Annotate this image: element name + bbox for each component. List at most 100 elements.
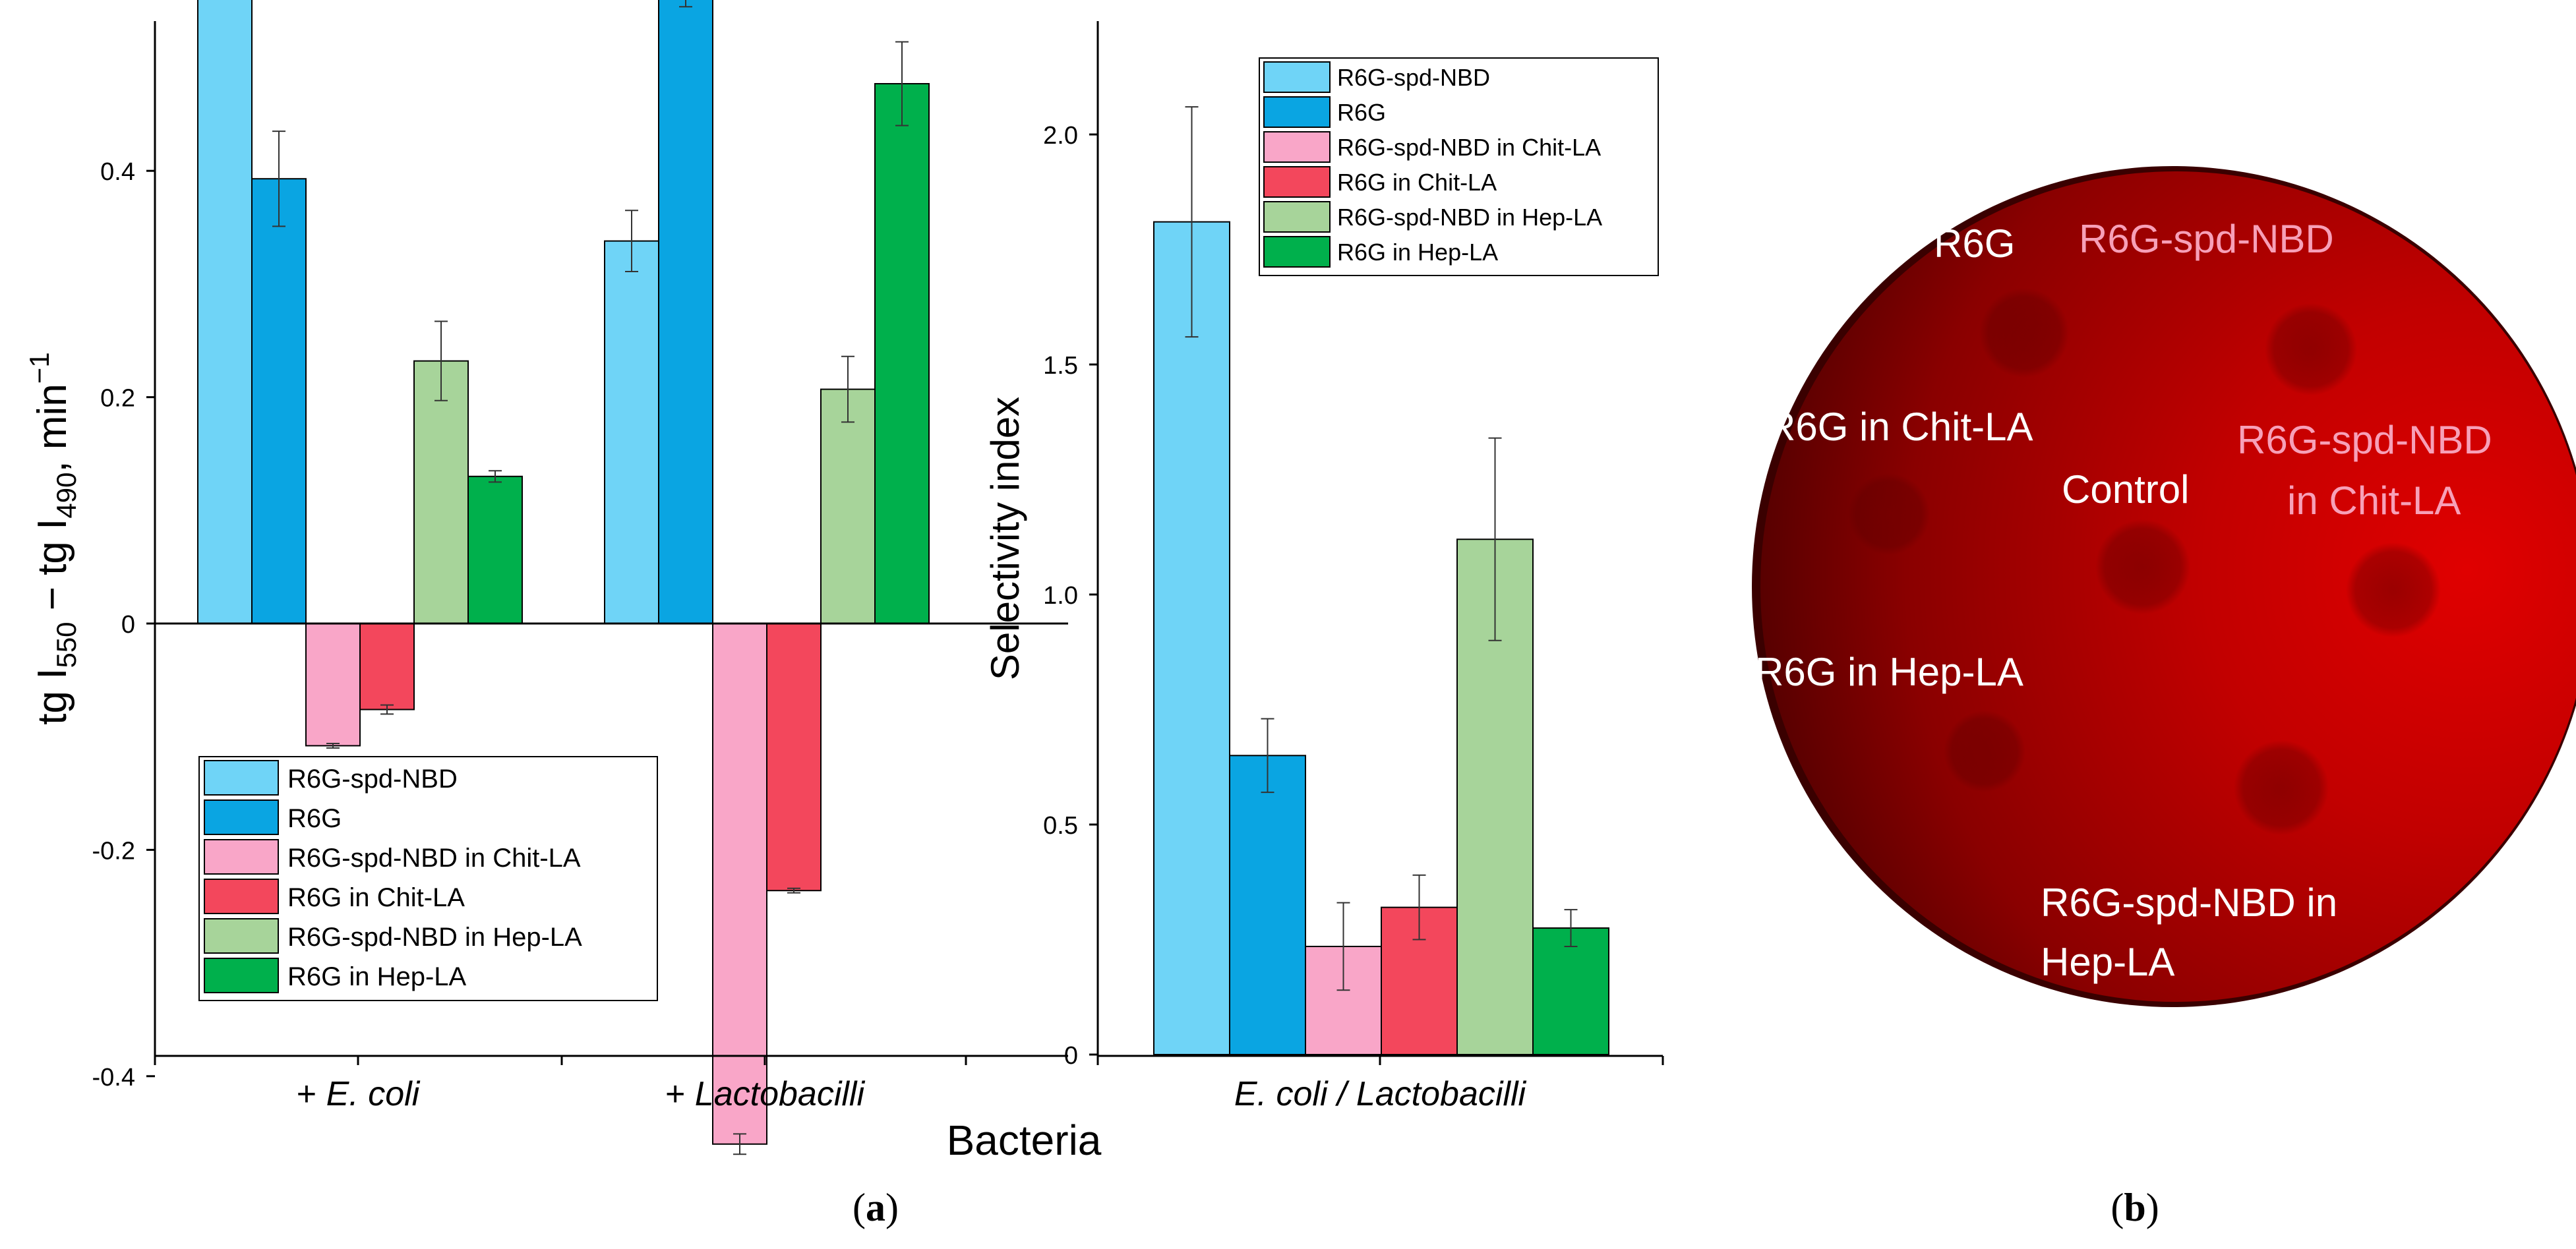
bar-r6g-lactobacilli xyxy=(658,0,713,624)
caption-b: (b) xyxy=(2111,1186,2159,1229)
mid-legend-label-r6g-in-hep-la: R6G in Hep-LA xyxy=(1337,239,1498,266)
legend-label-r6g-spd-nbd-in-hep-la: R6G-spd-NBD in Hep-LA xyxy=(287,923,582,952)
bar-r6g-in-hep-la-e-coli xyxy=(467,475,523,624)
selectivity-bar-r6g-in-hep-la xyxy=(1532,927,1609,1056)
left-y-axis-label: tg I550 − tg I490, min−1 xyxy=(24,352,82,724)
plate-label-r6g-spd-nbd-hep-line1: R6G-spd-NBD in xyxy=(2041,881,2337,925)
chart-selectivity: 0 0.5 1.0 1.5 2.0 Selectivity index E. coli … xyxy=(983,21,1664,1113)
mid-legend-label-r6g-spd-nbd: R6G-spd-NBD xyxy=(1337,64,1490,91)
left-ytick-label: 0 xyxy=(121,611,135,639)
left-legend: R6G-spd-NBD R6G R6G-spd-NBD in Chit-LA R6G … xyxy=(198,756,658,1001)
mid-legend-label-r6g-spd-nbd-in-chit-la: R6G-spd-NBD in Chit-LA xyxy=(1337,134,1601,161)
mid-axis-ticks: 0 0.5 1.0 1.5 2.0 xyxy=(1043,122,1664,1070)
errorbar-r6g-spd-nbd-in-chit-la-lactobacilli xyxy=(733,1133,746,1155)
selectivity-errorbar-r6g-spd-nbd-in-chit-la xyxy=(1336,902,1350,991)
mid-ytick-label: 0.5 xyxy=(1043,812,1078,840)
legend-swatch-r6g-spd-nbd xyxy=(204,760,279,796)
errorbar-r6g-in-chit-la-e-coli xyxy=(380,704,394,715)
legend-swatch-r6g-in-hep-la xyxy=(204,958,279,993)
mid-legend-swatch-r6g-spd-nbd-in-chit-la xyxy=(1263,131,1331,163)
mid-ytick-label: 0 xyxy=(1064,1042,1078,1070)
errorbar-r6g-lactobacilli xyxy=(679,0,692,8)
bar-r6g-spd-nbd-in-chit-la-e-coli xyxy=(305,623,361,747)
legend-label-r6g-spd-nbd-in-chit-la: R6G-spd-NBD in Chit-LA xyxy=(287,844,581,873)
selectivity-errorbar-r6g-in-chit-la xyxy=(1412,874,1426,941)
spot-r6g-spd-nbd-chit xyxy=(2346,542,2441,637)
plate-label-r6g-spd-nbd-chit-line1: R6G-spd-NBD xyxy=(2237,418,2492,462)
mid-ytick-label: 1.0 xyxy=(1043,582,1078,610)
errorbar-r6g-spd-nbd-in-hep-la-e-coli xyxy=(434,320,448,401)
legend-swatch-r6g-spd-nbd-in-chit-la xyxy=(204,839,279,875)
legend-label-r6g-in-hep-la: R6G in Hep-LA xyxy=(287,962,467,991)
bar-r6g-spd-nbd-lactobacilli xyxy=(604,240,659,624)
legend-swatch-r6g-spd-nbd-in-hep-la xyxy=(204,918,279,954)
mid-errorbars xyxy=(1185,106,1578,991)
plate-photo: R6G R6G-spd-NBD R6G in Chit-LA R6G-spd-N… xyxy=(1752,166,2576,1007)
left-axis-ticks: 0.60.40.20-0.2-0.4 xyxy=(92,158,967,1091)
mid-legend-label-r6g-spd-nbd-in-hep-la: R6G-spd-NBD in Hep-LA xyxy=(1337,204,1602,231)
plate-label-r6g-chit: R6G in Chit-LA xyxy=(1767,405,2033,449)
plate-label-r6g-spd-nbd: R6G-spd-NBD xyxy=(2079,217,2334,261)
bar-r6g-spd-nbd-in-chit-la-lactobacilli xyxy=(712,623,767,1145)
bar-r6g-in-chit-la-e-coli xyxy=(359,623,415,711)
bar-r6g-e-coli xyxy=(251,178,307,624)
x-axis-label: Bacteria xyxy=(947,1117,1102,1164)
bar-r6g-in-hep-la-lactobacilli xyxy=(874,82,930,624)
spot-r6g xyxy=(1979,288,2069,378)
selectivity-errorbar-r6g-spd-nbd xyxy=(1185,106,1199,338)
errorbar-r6g-spd-nbd-in-chit-la-e-coli xyxy=(326,743,340,749)
left-errorbars xyxy=(272,0,909,1155)
mid-ytick-label: 2.0 xyxy=(1043,122,1078,150)
plate-label-r6g: R6G xyxy=(1934,221,2015,266)
selectivity-errorbar-r6g-in-hep-la xyxy=(1564,909,1578,947)
selectivity-errorbar-r6g-spd-nbd-in-hep-la xyxy=(1488,437,1502,641)
spot-r6g-hep xyxy=(1944,711,2025,792)
left-ytick-label: -0.4 xyxy=(92,1064,135,1091)
legend-swatch-r6g xyxy=(204,799,279,835)
mid-bars xyxy=(1153,221,1609,1056)
left-ytick-label: -0.2 xyxy=(92,837,135,865)
category-label-ecoli: + E. coli xyxy=(297,1075,421,1113)
mid-legend-swatch-r6g-spd-nbd xyxy=(1263,61,1331,93)
mid-legend-swatch-r6g-spd-nbd-in-hep-la xyxy=(1263,201,1331,233)
spot-control xyxy=(2095,519,2190,614)
plate-label-r6g-spd-nbd-chit-line2: in Chit-LA xyxy=(2287,479,2461,523)
spot-r6g-chit xyxy=(1848,473,1930,555)
legend-label-r6g-spd-nbd: R6G-spd-NBD xyxy=(287,765,458,794)
mid-legend-swatch-r6g-in-chit-la xyxy=(1263,166,1331,198)
errorbar-r6g-spd-nbd-lactobacilli xyxy=(625,210,638,273)
mid-ytick-label: 1.5 xyxy=(1043,352,1078,380)
selectivity-errorbar-r6g xyxy=(1261,718,1274,794)
errorbar-r6g-in-hep-la-e-coli xyxy=(489,470,502,483)
errorbar-r6g-spd-nbd-in-hep-la-lactobacilli xyxy=(841,355,854,423)
bar-r6g-spd-nbd-e-coli xyxy=(197,0,253,624)
mid-y-axis-label: Selectivity index xyxy=(983,397,1027,680)
errorbar-r6g-in-hep-la-lactobacilli xyxy=(895,41,909,127)
category-label-lactobacilli: + Lactobacilli xyxy=(665,1075,866,1113)
errorbar-r6g-e-coli xyxy=(272,131,285,227)
category-label-ratio: E. coli / Lactobacilli xyxy=(1234,1075,1527,1113)
legend-swatch-r6g-in-chit-la xyxy=(204,879,279,914)
legend-label-r6g-in-chit-la: R6G in Chit-LA xyxy=(287,883,465,912)
mid-legend-swatch-r6g xyxy=(1263,96,1331,128)
left-ytick-label: 0.2 xyxy=(100,385,135,413)
mid-legend: R6G-spd-NBD R6G R6G-spd-NBD in Chit-LA R6G … xyxy=(1259,57,1659,276)
plate-label-r6g-spd-nbd-hep-line2: Hep-LA xyxy=(2041,940,2174,984)
mid-legend-label-r6g-in-chit-la: R6G in Chit-LA xyxy=(1337,169,1497,196)
mid-legend-label-r6g: R6G xyxy=(1337,99,1386,126)
legend-label-r6g: R6G xyxy=(287,804,342,833)
selectivity-bar-r6g xyxy=(1229,755,1306,1056)
plate-label-r6g-hep: R6G in Hep-LA xyxy=(1755,650,2023,694)
caption-a: (a) xyxy=(853,1186,899,1229)
plate-label-control: Control xyxy=(2062,467,2189,511)
chart-bacteria: 0.60.40.20-0.2-0.4 tg I550 − tg I490, mi… xyxy=(24,0,1102,1164)
bar-r6g-spd-nbd-in-hep-la-lactobacilli xyxy=(820,388,876,624)
selectivity-bar-r6g-spd-nbd xyxy=(1153,221,1230,1055)
bar-r6g-in-chit-la-lactobacilli xyxy=(766,623,822,892)
spot-r6g-spd-nbd-hep xyxy=(2234,740,2329,835)
left-ytick-label: 0.4 xyxy=(100,158,135,186)
spot-r6g-spd-nbd xyxy=(2265,303,2357,395)
mid-legend-swatch-r6g-in-hep-la xyxy=(1263,236,1331,268)
errorbar-r6g-in-chit-la-lactobacilli xyxy=(787,887,800,894)
